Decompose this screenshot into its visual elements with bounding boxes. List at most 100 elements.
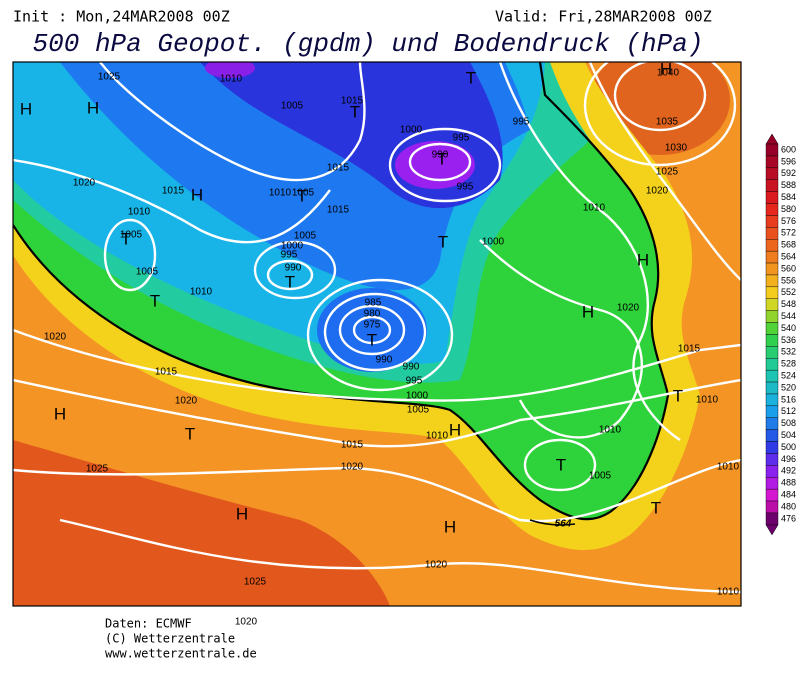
isobar-label: 985 bbox=[365, 298, 382, 309]
colorbar-tick-label: 508 bbox=[781, 418, 796, 428]
colorbar-swatch bbox=[765, 429, 779, 442]
isobar-label: 980 bbox=[364, 309, 381, 320]
colorbar-swatch bbox=[765, 167, 779, 180]
pressure-center: T bbox=[121, 229, 131, 248]
isobar-label: 1010 bbox=[128, 207, 151, 218]
colorbar-swatch bbox=[765, 358, 779, 371]
colorbar-swatch bbox=[765, 441, 779, 454]
isobar-label: 1005 bbox=[294, 231, 317, 242]
isobar-label: 1000 bbox=[482, 237, 505, 248]
colorbar-tick-label: 580 bbox=[781, 204, 796, 214]
colorbar-tick-label: 484 bbox=[781, 489, 796, 499]
isobar-label: 995 bbox=[406, 376, 423, 387]
colorbar-swatch bbox=[765, 405, 779, 418]
isobar-label: 1025 bbox=[98, 72, 121, 83]
colorbar-swatch bbox=[765, 274, 779, 288]
colorbar-tick-label: 504 bbox=[781, 430, 796, 440]
colorbar-swatch bbox=[765, 453, 779, 466]
colorbar-swatch bbox=[765, 215, 779, 228]
map-title: 500 hPa Geopot. (gpdm) und Bodendruck (h… bbox=[33, 29, 704, 59]
pressure-center: H bbox=[444, 517, 456, 536]
isobar-label: 1020 bbox=[646, 186, 669, 197]
isobar-label: 995 bbox=[457, 182, 474, 193]
colorbar-tick-label: 512 bbox=[781, 406, 796, 416]
isobar-label: 1025 bbox=[244, 577, 267, 588]
isobar-label: 1015 bbox=[327, 163, 350, 174]
colorbar-tick-label: 568 bbox=[781, 240, 796, 250]
colorbar-tick-label: 564 bbox=[781, 251, 796, 261]
isobar-label: 1020 bbox=[235, 617, 258, 628]
colorbar-swatch bbox=[765, 191, 779, 204]
colorbar-swatch bbox=[765, 346, 779, 359]
isobar-label: 1005 bbox=[589, 471, 612, 482]
isobar-label: 1010 bbox=[599, 425, 622, 436]
isobar-label: 1010 bbox=[583, 203, 606, 214]
colorbar-swatch bbox=[765, 227, 779, 240]
pressure-center: T bbox=[437, 149, 447, 168]
colorbar-tick-label: 532 bbox=[781, 347, 796, 357]
isobar-label: 1015 bbox=[341, 96, 364, 107]
colorbar-swatch bbox=[765, 465, 779, 478]
isobar-label: 1005 bbox=[136, 267, 159, 278]
colorbar-tick-label: 556 bbox=[781, 275, 796, 285]
isobar-label: 990 bbox=[432, 150, 449, 161]
colorbar-swatch bbox=[765, 262, 779, 276]
colorbar-swatch bbox=[765, 477, 779, 490]
colorbar-swatch bbox=[765, 298, 779, 311]
colorbar-swatch bbox=[765, 239, 779, 252]
isobar-label: 1005 bbox=[120, 230, 143, 241]
pressure-center: H bbox=[582, 302, 594, 321]
colorbar-tick-label: 548 bbox=[781, 299, 796, 309]
colorbar-swatch bbox=[765, 512, 779, 526]
colorbar-tick-label: 592 bbox=[781, 168, 796, 178]
isobar-label: 1005 bbox=[281, 101, 304, 112]
isobar-label: 1015 bbox=[162, 186, 185, 197]
isobar-label: 1010 bbox=[269, 188, 292, 199]
footer-copyright: (C) Wetterzentrale bbox=[105, 632, 235, 646]
isobar-label: 990 bbox=[285, 263, 302, 274]
colorbar-tick-label: 536 bbox=[781, 335, 796, 345]
isobar-label: 1010 bbox=[220, 74, 243, 85]
isobar-label: 1030 bbox=[665, 143, 688, 154]
colorbar-swatch bbox=[765, 381, 779, 395]
isobar-label: 1020 bbox=[341, 462, 364, 473]
colorbar-swatch bbox=[765, 500, 779, 514]
colorbar-tick-label: 480 bbox=[781, 501, 796, 511]
isobar-label: 1040 bbox=[657, 68, 680, 79]
colorbar-tick-label: 588 bbox=[781, 180, 796, 190]
isobar-label: 995 bbox=[281, 250, 298, 261]
isobar-label: 1020 bbox=[617, 303, 640, 314]
colorbar-swatch bbox=[765, 488, 779, 502]
isobar-label: 1020 bbox=[175, 396, 198, 407]
colorbar-swatch bbox=[765, 322, 779, 335]
colorbar-tick-label: 540 bbox=[781, 323, 796, 333]
pressure-center: H bbox=[637, 250, 649, 269]
colorbar-tip bbox=[765, 524, 779, 536]
isobar-label: 995 bbox=[453, 133, 470, 144]
pressure-center: T bbox=[438, 232, 448, 251]
pressure-center: T bbox=[297, 186, 307, 205]
footer-source: Daten: ECMWF bbox=[105, 617, 192, 631]
isobar-label: 1005 bbox=[292, 188, 315, 199]
pressure-center: T bbox=[185, 424, 195, 443]
valid-time: Valid: Fri,28MAR2008 00Z bbox=[495, 8, 712, 26]
isobar-label: 1010 bbox=[717, 587, 740, 598]
colorbar-swatch bbox=[765, 143, 779, 157]
isobar-label: 1020 bbox=[425, 560, 448, 571]
init-time: Init : Mon,24MAR2008 00Z bbox=[13, 8, 230, 26]
colorbar-tick-label: 584 bbox=[781, 192, 796, 202]
colorbar-swatch bbox=[765, 155, 779, 169]
isobar-label: 1010 bbox=[696, 395, 719, 406]
colorbar-swatch bbox=[765, 334, 779, 347]
colorbar-tick-label: 576 bbox=[781, 216, 796, 226]
pressure-center: H bbox=[87, 98, 99, 117]
isobar-label: 1025 bbox=[86, 464, 109, 475]
colorbar-tick-label: 528 bbox=[781, 359, 796, 369]
colorbar-swatch bbox=[765, 179, 779, 192]
colorbar-swatch bbox=[765, 417, 779, 430]
colorbar-tick-label: 524 bbox=[781, 370, 796, 380]
isobar-label: 1010 bbox=[717, 462, 740, 473]
colorbar-tick-label: 560 bbox=[781, 263, 796, 273]
